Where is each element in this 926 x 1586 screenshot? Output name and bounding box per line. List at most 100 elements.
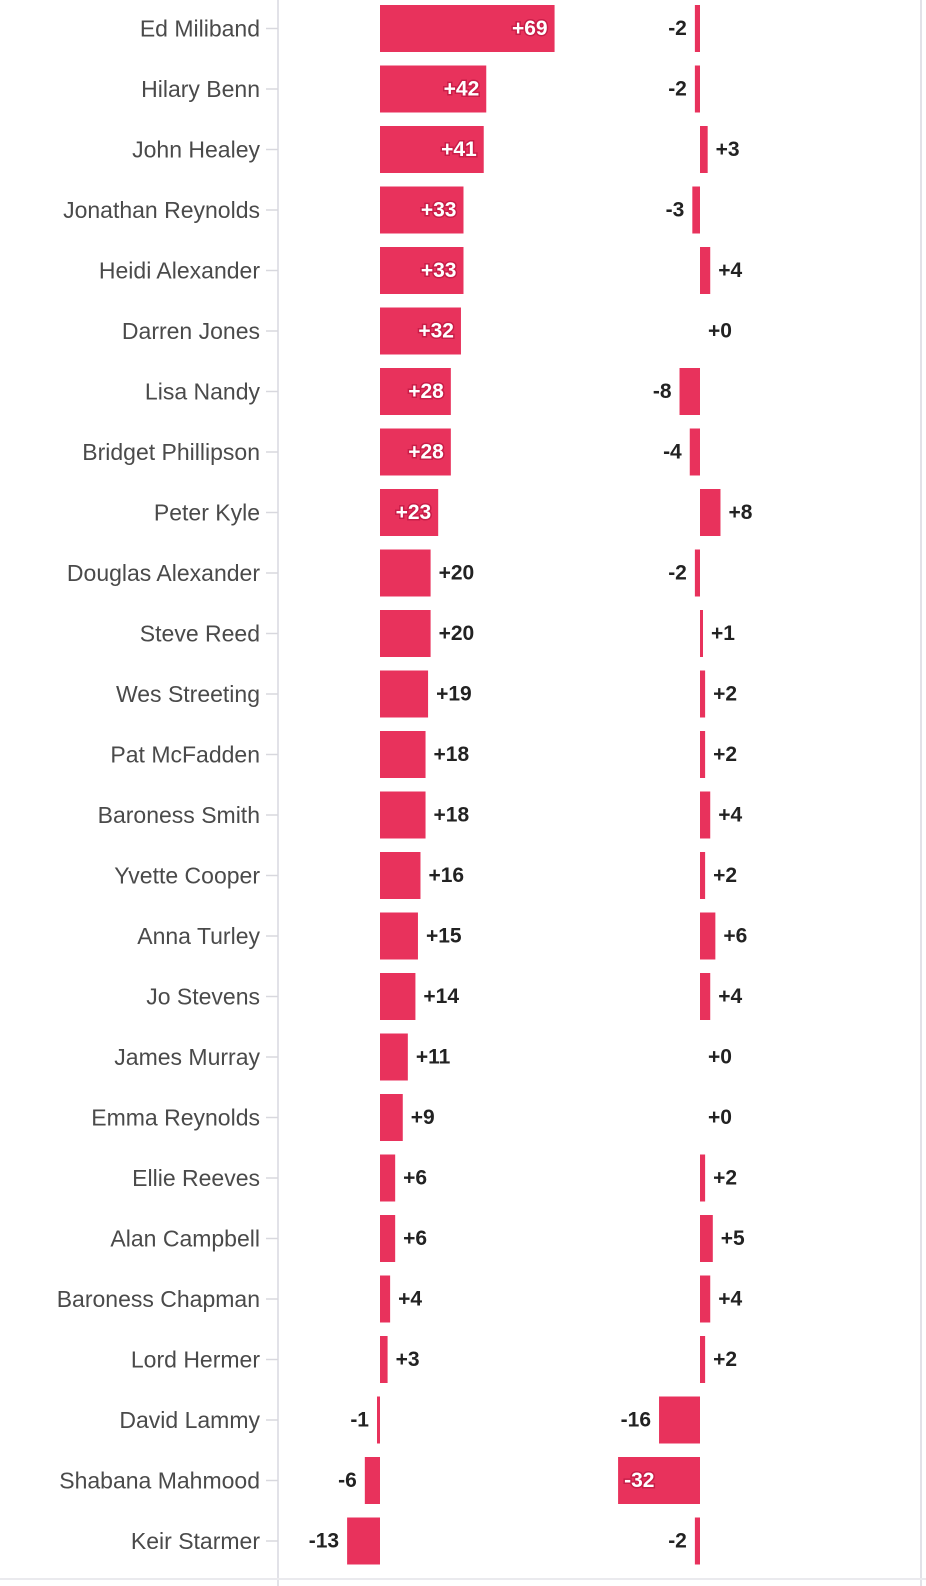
category-label: Hilary Benn [141,76,260,102]
data-label-series-2: +4 [718,985,742,1008]
chart-row: Baroness Smith +18 +4 [98,791,743,839]
data-label-series-1: +28 [408,380,444,403]
chart-row: Shabana Mahmood -6 -32 [59,1457,700,1504]
data-label-series-2: -2 [668,562,687,585]
data-label-series-2: +2 [713,1348,737,1371]
data-label-series-2: +5 [721,1227,745,1250]
category-label: Steve Reed [140,621,260,647]
data-label-series-1: -13 [309,1530,339,1553]
bar-series-1 [347,1517,380,1565]
bar-series-1 [380,1033,408,1081]
bar-series-2 [694,1517,700,1565]
chart-row: Hilary Benn +42 -2 [141,65,700,113]
data-label-series-2: -8 [653,380,672,403]
bar-series-1 [380,368,451,415]
bar-series-1 [380,1275,391,1323]
data-label-series-1: -1 [350,1409,369,1432]
category-label: Baroness Chapman [57,1286,260,1312]
bar-series-1 [380,1154,396,1202]
data-label-series-1: +11 [416,1046,451,1069]
data-label-series-2: +2 [713,683,737,706]
chart-row: Jo Stevens +14 +4 [146,973,743,1020]
category-label: Alan Campbell [110,1226,260,1252]
chart-row: Lord Hermer +3 +2 [131,1336,737,1383]
data-label-series-1: +20 [439,622,475,645]
bar-series-1 [380,731,426,778]
bar-series-2 [659,1396,700,1444]
chart-row: Ellie Reeves +6 +2 [132,1154,737,1202]
category-label: Heidi Alexander [99,258,260,284]
bar-series-2 [700,489,721,536]
data-label-series-2: +0 [708,1046,732,1069]
data-label-series-2: +2 [713,1167,737,1190]
category-label: Emma Reynolds [91,1105,260,1131]
category-label: Jonathan Reynolds [63,197,260,223]
bar-series-1 [380,912,418,960]
bar-series-2 [700,126,708,173]
bar-series-2 [700,1336,706,1383]
data-label-series-1: +9 [411,1106,435,1129]
data-label-series-1: +33 [421,259,457,282]
bar-series-1 [380,670,429,718]
bar-series-1 [380,973,416,1020]
bar-series-1 [364,1457,380,1504]
chart-row: Keir Starmer -13 -2 [131,1517,700,1565]
category-label: Yvette Cooper [114,863,260,889]
chart-row: Jonathan Reynolds +33 -3 [63,186,700,234]
data-label-series-1: -6 [338,1469,357,1492]
data-label-series-1: +6 [403,1167,427,1190]
bar-series-2 [694,549,700,597]
category-label: Lisa Nandy [145,379,261,405]
chart-row: Anna Turley +15 +6 [137,912,747,960]
bar-series-2 [700,912,716,960]
bar-series-2 [700,1275,711,1323]
bar-series-2 [618,1457,700,1504]
data-label-series-1: +19 [436,683,472,706]
category-label: Peter Kyle [154,500,260,526]
chart-row: Darren Jones +32 +0 [122,307,732,355]
bar-series-1 [380,610,431,657]
data-label-series-1: +28 [408,441,444,464]
data-label-series-1: +14 [423,985,459,1008]
data-label-series-1: +23 [396,501,432,524]
category-label: John Healey [132,137,260,163]
data-label-series-1: +15 [426,925,462,948]
bar-series-2 [700,852,706,899]
chart-row: Ed Miliband +69 -2 [140,5,700,52]
category-label: Bridget Phillipson [82,439,260,465]
bar-series-1 [380,1094,403,1141]
data-label-series-1: +18 [434,804,470,827]
bar-series-1 [380,852,421,899]
chart-row: John Healey +41 +3 [132,126,740,173]
chart-row: Bridget Phillipson +28 -4 [82,428,700,476]
bar-series-2 [700,610,703,657]
data-label-series-2: +0 [708,320,732,343]
bar-series-1 [380,5,555,52]
chart-row: Lisa Nandy +28 -8 [145,368,700,415]
bar-series-2 [700,791,711,839]
bar-series-1 [380,549,431,597]
category-label: Keir Starmer [131,1528,260,1554]
bar-series-2 [692,186,700,234]
data-label-series-2: -2 [668,17,687,40]
data-label-series-2: +2 [713,864,737,887]
chart-row: Peter Kyle +23 +8 [154,489,753,536]
data-label-series-1: +42 [444,78,480,101]
data-label-series-1: +3 [396,1348,420,1371]
bar-series-2 [700,670,706,718]
data-label-series-2: +4 [718,804,742,827]
data-label-series-1: +33 [421,199,457,222]
chart-row: Douglas Alexander +20 -2 [67,549,700,597]
data-label-series-2: -16 [621,1409,651,1432]
bar-series-2 [700,731,706,778]
data-label-series-2: -2 [668,78,687,101]
chart-row: Alan Campbell +6 +5 [110,1215,745,1262]
data-label-series-2: +8 [728,501,752,524]
data-label-series-2: -4 [663,441,682,464]
category-label: Douglas Alexander [67,560,260,586]
chart-row: James Murray +11 +0 [114,1033,732,1081]
category-label: Shabana Mahmood [59,1468,260,1494]
chart-row: Emma Reynolds +9 +0 [91,1094,732,1141]
chart-row: David Lammy -1 -16 [119,1396,700,1444]
